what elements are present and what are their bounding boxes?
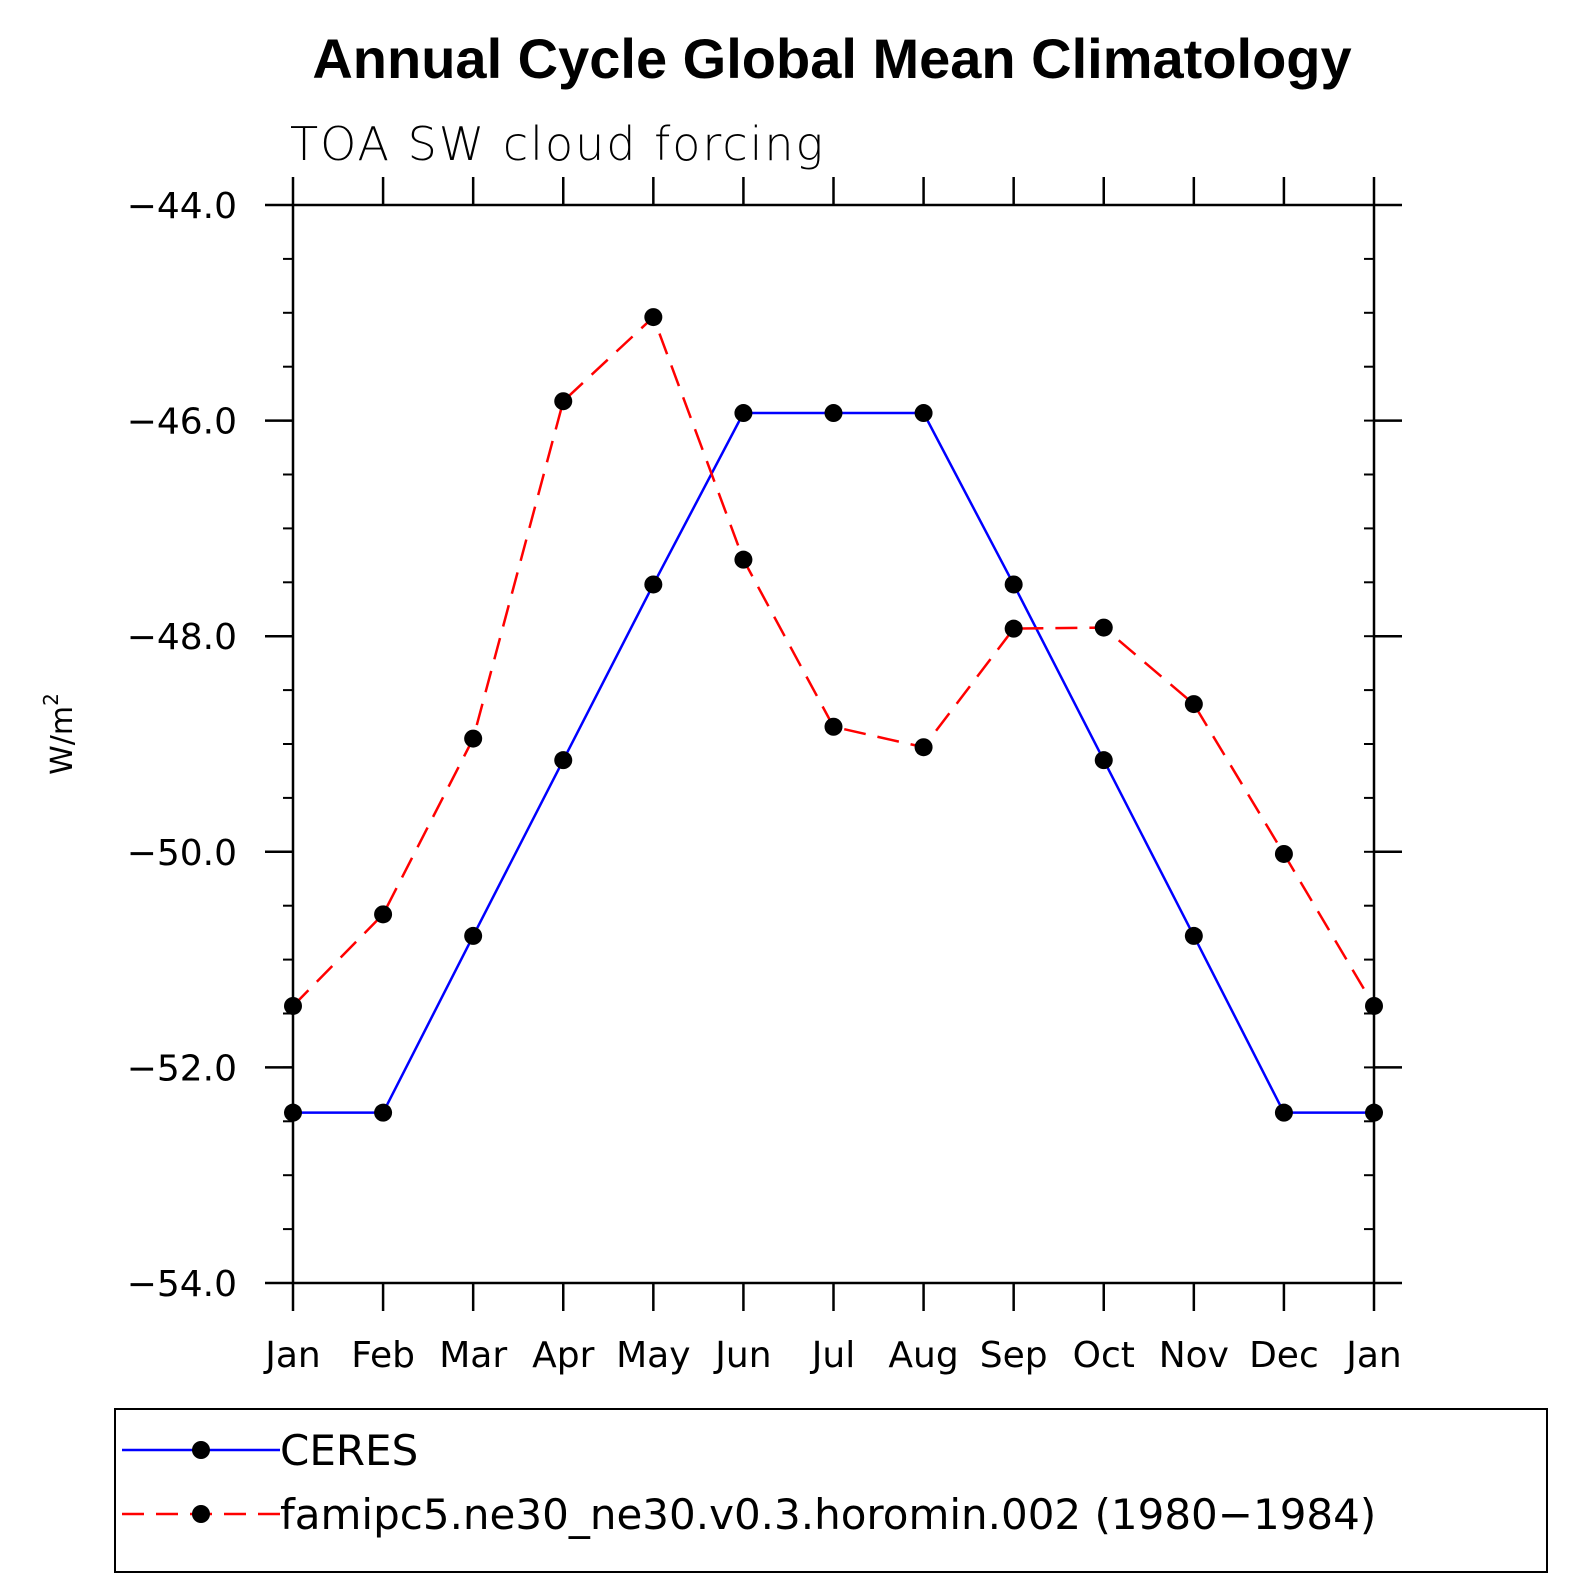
legend-label-1: CERES xyxy=(280,1426,418,1475)
data-point-series-2 xyxy=(554,392,573,411)
data-point-series-1 xyxy=(734,404,753,423)
data-point-series-2 xyxy=(914,738,933,757)
x-tick-label: Feb xyxy=(351,1335,415,1376)
x-tick-label: Mar xyxy=(439,1335,507,1376)
data-point-series-1 xyxy=(914,404,933,423)
x-tick-label: Dec xyxy=(1249,1335,1319,1376)
x-tick-label: Sep xyxy=(980,1335,1048,1376)
data-point-series-1 xyxy=(554,751,573,770)
legend: CERES famipc5.ne30_ne30.v0.3.horomin.002 … xyxy=(122,1426,1376,1539)
y-tick-label: −52.0 xyxy=(127,1048,237,1089)
data-point-series-2 xyxy=(1004,619,1023,638)
x-tick-label: Jul xyxy=(810,1335,855,1376)
y-axis-label: W/m2 xyxy=(39,693,80,775)
x-tick-label: Nov xyxy=(1159,1335,1229,1376)
data-point-series-2 xyxy=(464,729,483,748)
data-point-series-1 xyxy=(1094,751,1113,770)
data-point-series-2 xyxy=(374,905,393,924)
axis-ticks xyxy=(265,177,1402,1311)
y-tick-label: −54.0 xyxy=(127,1264,237,1305)
data-point-series-2 xyxy=(734,550,753,569)
data-point-series-1 xyxy=(464,926,483,945)
x-tick-label: Jun xyxy=(713,1335,771,1376)
data-point-series-1 xyxy=(1274,1103,1293,1122)
plot-frame xyxy=(291,203,1376,1285)
series-line-1 xyxy=(293,411,1374,1114)
svg-text:W/m2: W/m2 xyxy=(39,693,80,775)
y-tick-label: −50.0 xyxy=(127,833,237,874)
series-layer xyxy=(284,308,1383,1122)
legend-label-2: famipc5.ne30_ne30.v0.3.horomin.002 (1980… xyxy=(280,1490,1376,1539)
axis-tick-labels: −54.0 −52.0 −50.0 −48.0 −46.0 −44.0 Jan Feb Mar A… xyxy=(127,186,1402,1376)
y-axis-label-superscript: 2 xyxy=(39,693,63,706)
data-point-series-1 xyxy=(374,1103,393,1122)
y-tick-label: −44.0 xyxy=(127,186,237,227)
data-point-series-2 xyxy=(1094,618,1113,637)
x-tick-label: Jan xyxy=(1344,1335,1402,1376)
y-tick-label: −48.0 xyxy=(127,617,237,658)
legend-marker-2 xyxy=(192,1505,210,1523)
y-axis-label-text: W/m xyxy=(45,706,80,775)
x-tick-label: Oct xyxy=(1073,1335,1135,1376)
data-point-series-1 xyxy=(644,575,663,594)
x-tick-label: Apr xyxy=(532,1335,594,1376)
data-point-series-2 xyxy=(1274,844,1293,863)
y-tick-label: −46.0 xyxy=(127,402,237,443)
legend-box xyxy=(114,1408,1548,1573)
x-tick-label: May xyxy=(616,1335,690,1376)
data-point-series-2 xyxy=(644,308,663,327)
data-point-series-1 xyxy=(1004,575,1023,594)
chart-subtitle: TOA SW cloud forcing xyxy=(290,117,825,171)
data-point-series-2 xyxy=(1184,695,1203,714)
x-tick-label: Jan xyxy=(263,1335,321,1376)
legend-marker-1 xyxy=(192,1441,210,1459)
x-tick-label: Aug xyxy=(888,1335,958,1376)
data-point-series-2 xyxy=(824,717,843,736)
data-point-series-1 xyxy=(1184,926,1203,945)
data-point-series-1 xyxy=(824,404,843,423)
chart-title: Annual Cycle Global Mean Climatology xyxy=(312,27,1351,90)
